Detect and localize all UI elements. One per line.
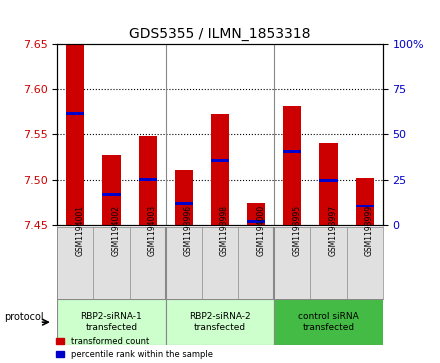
Text: control siRNA
transfected: control siRNA transfected xyxy=(298,313,359,332)
Bar xyxy=(175,170,193,225)
Bar xyxy=(211,159,229,162)
Text: RBP2-siRNA-2
transfected: RBP2-siRNA-2 transfected xyxy=(189,313,251,332)
Bar xyxy=(356,205,374,207)
Text: GSM1193998: GSM1193998 xyxy=(220,205,229,256)
Bar xyxy=(283,150,301,153)
Text: GSM1194001: GSM1194001 xyxy=(75,205,84,256)
Text: GSM1194003: GSM1194003 xyxy=(148,205,157,256)
Title: GDS5355 / ILMN_1853318: GDS5355 / ILMN_1853318 xyxy=(129,27,311,41)
FancyBboxPatch shape xyxy=(166,299,274,345)
Text: GSM1193995: GSM1193995 xyxy=(292,205,301,256)
Bar xyxy=(319,143,337,225)
Text: GSM1194000: GSM1194000 xyxy=(256,205,265,256)
Bar xyxy=(283,106,301,225)
Bar xyxy=(211,114,229,225)
Bar xyxy=(319,179,337,182)
Bar xyxy=(356,178,374,225)
Text: GSM1193997: GSM1193997 xyxy=(329,205,337,256)
Bar xyxy=(66,45,84,225)
Text: RBP2-siRNA-1
transfected: RBP2-siRNA-1 transfected xyxy=(81,313,143,332)
Bar xyxy=(139,178,157,181)
Text: protocol: protocol xyxy=(4,312,44,322)
Bar xyxy=(66,112,84,115)
Text: GSM1194002: GSM1194002 xyxy=(111,205,121,256)
Bar xyxy=(103,193,121,196)
Bar xyxy=(139,136,157,225)
Bar xyxy=(247,220,265,223)
Text: GSM1193996: GSM1193996 xyxy=(184,205,193,256)
FancyBboxPatch shape xyxy=(57,299,166,345)
Bar xyxy=(175,202,193,205)
Bar xyxy=(247,203,265,225)
Text: GSM1193999: GSM1193999 xyxy=(365,205,374,256)
FancyBboxPatch shape xyxy=(274,299,383,345)
Legend: transformed count, percentile rank within the sample: transformed count, percentile rank withi… xyxy=(52,334,216,363)
Bar xyxy=(103,155,121,225)
